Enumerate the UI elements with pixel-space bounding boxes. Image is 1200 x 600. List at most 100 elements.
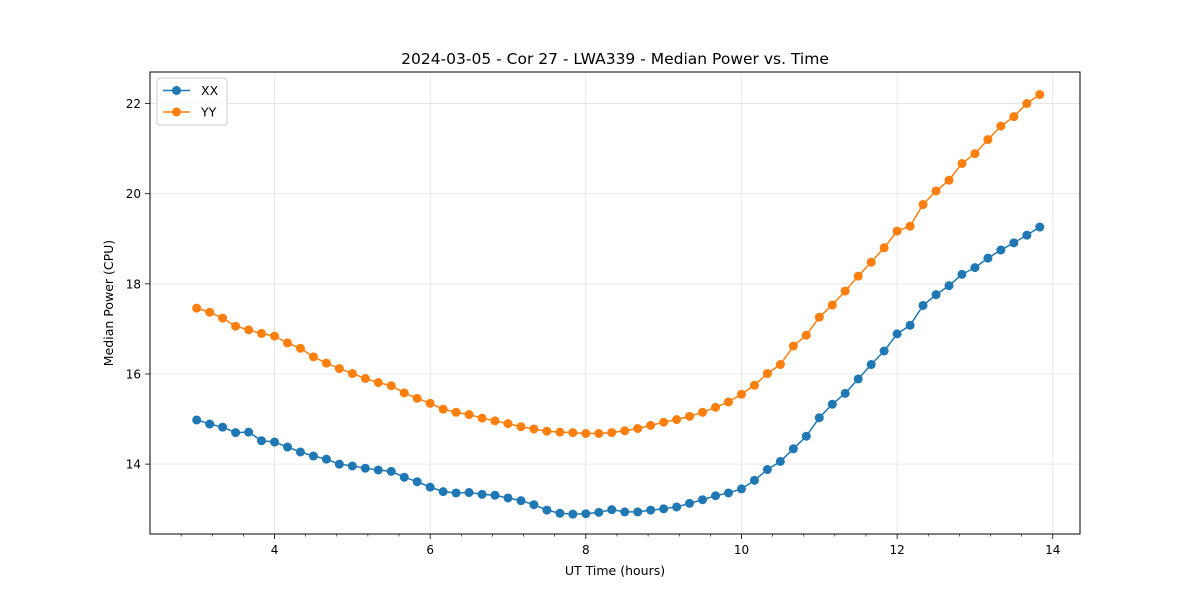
data-point-xx [996, 245, 1006, 255]
data-point-yy [321, 358, 331, 368]
x-tick-label: 14 [1045, 543, 1060, 557]
data-point-yy [425, 398, 435, 408]
data-point-xx [386, 466, 396, 476]
data-point-xx [218, 422, 228, 432]
data-point-xx [438, 487, 448, 497]
legend-label-xx: XX [201, 83, 219, 98]
data-point-yy [633, 424, 643, 434]
legend-marker-xx [172, 86, 181, 95]
data-point-xx [295, 447, 305, 457]
data-point-yy [892, 226, 902, 236]
data-point-yy [879, 243, 889, 253]
data-point-xx [944, 281, 954, 291]
data-point-yy [918, 200, 928, 210]
data-point-yy [801, 330, 811, 340]
data-point-xx [568, 509, 578, 519]
data-point-yy [762, 369, 772, 379]
data-point-xx [659, 504, 669, 514]
data-point-yy [360, 374, 370, 383]
data-point-xx [399, 472, 409, 482]
data-point-yy [257, 328, 267, 338]
data-point-yy [620, 426, 630, 436]
data-point-xx [1009, 238, 1019, 248]
data-point-xx [711, 491, 721, 501]
data-point-yy [477, 413, 487, 423]
y-tick-label: 16 [126, 367, 141, 381]
y-tick-label: 18 [126, 277, 141, 291]
data-point-yy [970, 149, 980, 159]
data-point-yy [581, 428, 591, 438]
data-point-yy [555, 427, 565, 437]
data-point-xx [192, 415, 202, 425]
data-point-yy [516, 422, 526, 432]
data-point-xx [905, 320, 915, 330]
data-point-yy [827, 300, 837, 310]
data-point-xx [542, 505, 552, 515]
series-yy [192, 90, 1045, 438]
data-point-xx [698, 495, 708, 505]
legend-marker-yy [172, 107, 181, 117]
data-point-xx [931, 290, 941, 300]
data-point-xx [685, 498, 695, 508]
data-point-xx [970, 263, 980, 273]
data-point-xx [814, 413, 824, 423]
data-point-yy [270, 331, 280, 341]
data-point-yy [957, 159, 967, 168]
data-point-xx [321, 454, 331, 464]
data-point-xx [827, 399, 837, 409]
data-point-xx [594, 507, 604, 517]
data-point-xx [801, 431, 811, 441]
data-point-xx [1022, 230, 1032, 240]
data-point-xx [360, 463, 370, 473]
data-point-yy [451, 407, 461, 417]
data-point-yy [814, 312, 824, 322]
data-point-xx [633, 507, 643, 517]
data-point-xx [270, 437, 280, 447]
data-point-xx [581, 509, 591, 519]
data-point-xx [879, 346, 889, 356]
data-point-xx [308, 451, 318, 461]
data-point-xx [257, 436, 267, 446]
series-xx [192, 222, 1045, 519]
data-point-xx [334, 459, 344, 469]
data-point-xx [464, 488, 474, 498]
data-point-xx [555, 508, 565, 518]
data-point-xx [477, 489, 487, 499]
data-point-xx [918, 300, 928, 310]
data-point-yy [205, 307, 215, 317]
series-layer [192, 90, 1045, 519]
data-point-xx [503, 493, 513, 503]
data-point-yy [386, 381, 396, 391]
data-point-yy [944, 175, 954, 185]
data-point-xx [775, 456, 785, 466]
x-tick-label: 8 [582, 543, 590, 557]
data-point-yy [218, 313, 228, 323]
data-point-yy [464, 410, 474, 420]
data-point-yy [503, 419, 513, 429]
data-point-xx [646, 505, 656, 515]
data-point-yy [996, 121, 1006, 131]
grid-lines [150, 72, 1080, 534]
data-point-xx [620, 507, 630, 517]
x-tick-label: 4 [271, 543, 279, 557]
data-point-xx [736, 484, 746, 494]
x-axis-title: UT Time (hours) [565, 563, 665, 578]
data-point-yy [308, 352, 318, 362]
data-point-xx [412, 477, 422, 487]
data-point-yy [788, 341, 798, 351]
chart-title: 2024-03-05 - Cor 27 - LWA339 - Median Po… [401, 50, 829, 68]
data-point-xx [607, 505, 617, 515]
data-point-yy [568, 428, 578, 438]
data-point-xx [490, 490, 500, 500]
data-point-yy [192, 303, 202, 313]
data-point-yy [347, 369, 357, 379]
data-point-yy [698, 407, 708, 417]
data-point-yy [295, 343, 305, 353]
data-point-yy [1035, 90, 1045, 100]
data-point-xx [957, 269, 967, 279]
data-point-yy [711, 402, 721, 412]
data-point-yy [373, 378, 383, 388]
data-point-yy [244, 325, 254, 335]
data-point-xx [672, 502, 682, 512]
